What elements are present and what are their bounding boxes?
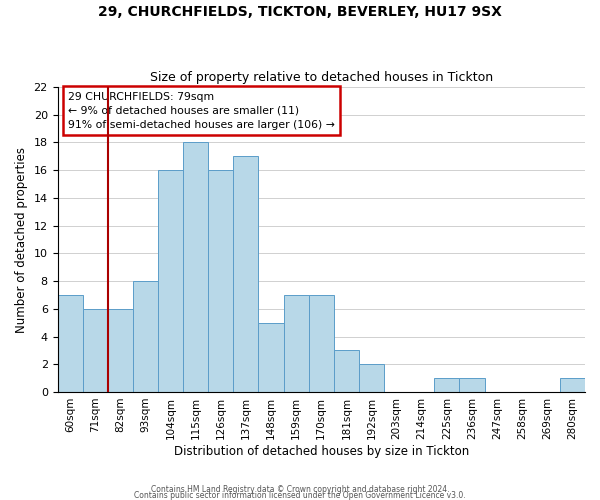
Bar xyxy=(208,170,233,392)
Bar xyxy=(359,364,384,392)
Text: Contains public sector information licensed under the Open Government Licence v3: Contains public sector information licen… xyxy=(134,490,466,500)
Bar xyxy=(460,378,485,392)
Title: Size of property relative to detached houses in Tickton: Size of property relative to detached ho… xyxy=(150,72,493,85)
Y-axis label: Number of detached properties: Number of detached properties xyxy=(15,146,28,332)
Bar xyxy=(434,378,460,392)
Text: 29 CHURCHFIELDS: 79sqm
← 9% of detached houses are smaller (11)
91% of semi-deta: 29 CHURCHFIELDS: 79sqm ← 9% of detached … xyxy=(68,92,335,130)
Bar xyxy=(334,350,359,392)
Bar xyxy=(108,309,133,392)
Bar xyxy=(158,170,183,392)
Bar xyxy=(259,322,284,392)
Bar xyxy=(58,295,83,392)
Bar xyxy=(309,295,334,392)
Text: Contains HM Land Registry data © Crown copyright and database right 2024.: Contains HM Land Registry data © Crown c… xyxy=(151,485,449,494)
Bar xyxy=(133,281,158,392)
Bar xyxy=(560,378,585,392)
Bar xyxy=(284,295,309,392)
Bar xyxy=(83,309,108,392)
Text: 29, CHURCHFIELDS, TICKTON, BEVERLEY, HU17 9SX: 29, CHURCHFIELDS, TICKTON, BEVERLEY, HU1… xyxy=(98,5,502,19)
Bar xyxy=(233,156,259,392)
X-axis label: Distribution of detached houses by size in Tickton: Distribution of detached houses by size … xyxy=(173,444,469,458)
Bar xyxy=(183,142,208,392)
